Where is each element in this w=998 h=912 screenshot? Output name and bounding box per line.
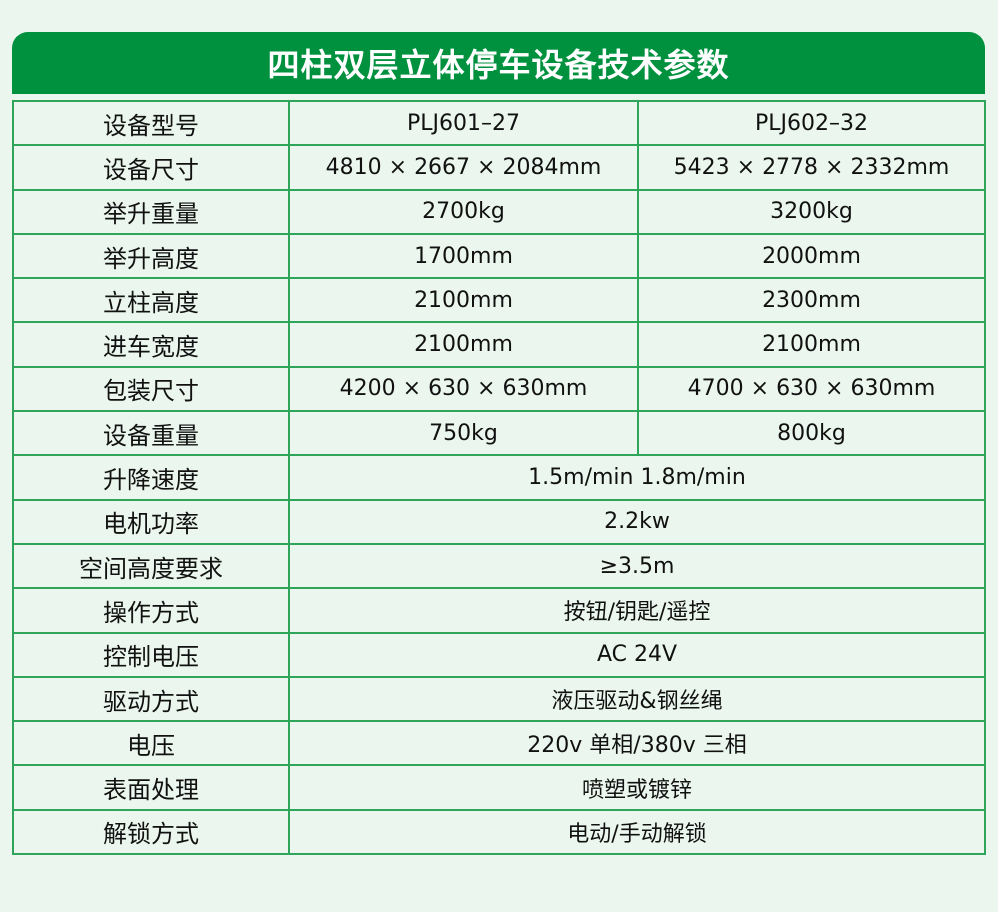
row-value: 750kg (288, 410, 639, 457)
row-label: 设备型号 (12, 99, 290, 147)
table-row: 升降速度 1.5m/min 1.8m/min (12, 454, 986, 501)
row-value: 2.2kw (288, 498, 986, 545)
table-row: 包装尺寸 4200 × 630 × 630mm 4700 × 630 × 630mm (12, 365, 986, 413)
row-value: 3200kg (637, 188, 986, 235)
table-row: 空间高度要求 ≥3.5m (12, 542, 986, 590)
table-row: 举升重量 2700kg 3200kg (12, 188, 986, 235)
row-label: 电机功率 (12, 498, 290, 545)
row-label: 举升重量 (12, 188, 290, 235)
table-row: 进车宽度 2100mm 2100mm (12, 321, 986, 368)
table-row: 设备型号 PLJ601–27 PLJ602–32 (12, 99, 986, 147)
row-value: PLJ601–27 (288, 99, 639, 147)
row-value: 2300mm (637, 277, 986, 324)
row-label: 举升高度 (12, 232, 290, 280)
page-title: 四柱双层立体停车设备技术参数 (267, 46, 730, 84)
row-value: 220v 单相/380v 三相 (288, 720, 986, 767)
row-value: 液压驱动&钢丝绳 (288, 675, 986, 723)
row-value: 2100mm (288, 321, 639, 368)
row-label: 空间高度要求 (12, 542, 290, 590)
row-label: 解锁方式 (12, 808, 290, 856)
table-row: 表面处理 喷塑或镀锌 (12, 764, 986, 811)
table-row: 电机功率 2.2kw (12, 498, 986, 545)
table-row: 解锁方式 电动/手动解锁 (12, 808, 986, 856)
row-label: 升降速度 (12, 454, 290, 501)
table-row: 立柱高度 2100mm 2300mm (12, 277, 986, 324)
row-value: 2100mm (288, 277, 639, 324)
row-value: 5423 × 2778 × 2332mm (637, 144, 986, 191)
row-label: 包装尺寸 (12, 365, 290, 413)
table-row: 驱动方式 液压驱动&钢丝绳 (12, 675, 986, 723)
table-row: 设备尺寸 4810 × 2667 × 2084mm 5423 × 2778 × 23… (12, 144, 986, 191)
row-label: 表面处理 (12, 764, 290, 811)
table-title-bar: 四柱双层立体停车设备技术参数 (12, 32, 985, 94)
row-label: 进车宽度 (12, 321, 290, 368)
row-value: 2000mm (637, 232, 986, 280)
row-value: PLJ602–32 (637, 99, 986, 147)
table-row: 操作方式 按钮/钥匙/遥控 (12, 587, 986, 634)
row-value: 1.5m/min 1.8m/min (288, 454, 986, 501)
table-row: 电压 220v 单相/380v 三相 (12, 720, 986, 767)
row-value: 4200 × 630 × 630mm (288, 365, 639, 413)
row-value: 4810 × 2667 × 2084mm (288, 144, 639, 191)
row-label: 立柱高度 (12, 277, 290, 324)
row-value: 按钮/钥匙/遥控 (288, 587, 986, 634)
row-value: 800kg (637, 410, 986, 457)
row-value: AC 24V (288, 631, 986, 678)
row-label: 电压 (12, 720, 290, 767)
row-value: 喷塑或镀锌 (288, 764, 986, 811)
row-label: 操作方式 (12, 587, 290, 634)
row-label: 设备重量 (12, 410, 290, 457)
table-row: 设备重量 750kg 800kg (12, 410, 986, 457)
row-label: 驱动方式 (12, 675, 290, 723)
table-row: 举升高度 1700mm 2000mm (12, 232, 986, 280)
row-value: 电动/手动解锁 (288, 808, 986, 856)
row-value: ≥3.5m (288, 542, 986, 590)
row-value: 1700mm (288, 232, 639, 280)
table-row: 控制电压 AC 24V (12, 631, 986, 678)
row-label: 设备尺寸 (12, 144, 290, 191)
row-value: 2100mm (637, 321, 986, 368)
row-label: 控制电压 (12, 631, 290, 678)
spec-table: 设备型号 PLJ601–27 PLJ602–32 设备尺寸 4810 × 2667 × … (12, 99, 986, 856)
row-value: 4700 × 630 × 630mm (637, 365, 986, 413)
row-value: 2700kg (288, 188, 639, 235)
